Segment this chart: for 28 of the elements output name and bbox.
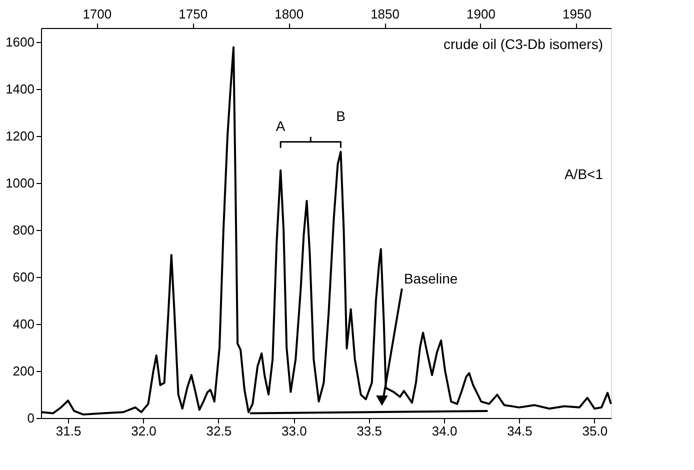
- x2-tick-label: 1950: [562, 6, 592, 22]
- annotation: Baseline: [404, 270, 458, 287]
- y-tick-label: 1200: [6, 128, 34, 144]
- y-tick-label: 800: [12, 222, 34, 238]
- x-tick-label: 31.5: [56, 424, 82, 438]
- x-tick-label: 34.5: [507, 424, 532, 438]
- annotation: B: [336, 108, 346, 124]
- x2-tick-label: 1800: [274, 6, 304, 22]
- x-tick-label: 33.0: [282, 424, 307, 438]
- annotation: A: [276, 118, 286, 134]
- y-tick-label: 400: [12, 316, 34, 332]
- y-tick-label: 200: [12, 364, 34, 379]
- x-tick-label: 33.5: [356, 424, 382, 438]
- y-tick-label: 0: [27, 410, 34, 426]
- y-tick-label: 1600: [6, 34, 34, 50]
- x-tick-label: 32.5: [206, 424, 232, 438]
- x2-tick-label: 1700: [82, 6, 112, 22]
- x2-tick-label: 1900: [466, 6, 496, 22]
- annotation: A/B<1: [564, 166, 604, 182]
- y-tick-label: 1000: [6, 176, 34, 191]
- y-tick-label: 1400: [6, 82, 34, 97]
- annotation: crude oil (C3-Db isomers): [444, 36, 603, 52]
- x-tick-label: 32.0: [131, 424, 156, 438]
- y-tick-label: 600: [12, 270, 34, 285]
- x-tick-label: 34.0: [432, 424, 458, 438]
- x2-tick-label: 1850: [370, 6, 400, 22]
- x-tick-label: 35.0: [582, 424, 608, 438]
- x2-tick-label: 1750: [178, 6, 208, 22]
